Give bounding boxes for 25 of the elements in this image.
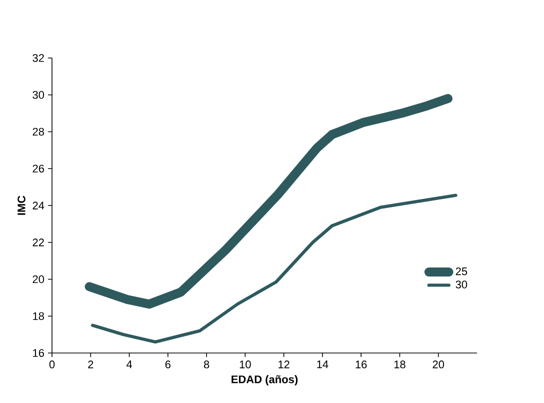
y-tick-label: 30 xyxy=(32,90,44,99)
y-axis-title: IMC xyxy=(18,196,26,215)
y-tick-label: 18 xyxy=(33,312,44,320)
x-tick-label: 10 xyxy=(240,360,251,368)
x-tick-label: 20 xyxy=(432,360,444,368)
y-tick-label: 22 xyxy=(32,238,44,246)
y-tick-label: 32 xyxy=(32,54,44,62)
line-series xyxy=(90,194,458,344)
x-tick-label: 8 xyxy=(204,360,210,368)
legend-label: 25 xyxy=(456,267,468,276)
x-tick-label: 14 xyxy=(317,360,328,368)
y-tick-label: 24 xyxy=(32,202,44,210)
y-tick-label: 28 xyxy=(32,128,44,136)
x-tick-label: 4 xyxy=(126,360,132,368)
x-tick-label: 12 xyxy=(278,360,290,368)
x-tick-label: 6 xyxy=(165,360,170,368)
x-axis-title: EDAD (años) xyxy=(232,375,298,386)
x-tick-label: 18 xyxy=(394,360,406,368)
x-tick-label: 2 xyxy=(88,360,94,368)
y-tick-label: 16 xyxy=(33,349,44,357)
x-tick-label: 16 xyxy=(356,360,367,368)
x-tick-label: 0 xyxy=(49,360,55,368)
legend-label: 30 xyxy=(456,280,468,288)
y-tick-label: 20 xyxy=(32,275,44,284)
y-tick-label: 26 xyxy=(32,164,44,173)
